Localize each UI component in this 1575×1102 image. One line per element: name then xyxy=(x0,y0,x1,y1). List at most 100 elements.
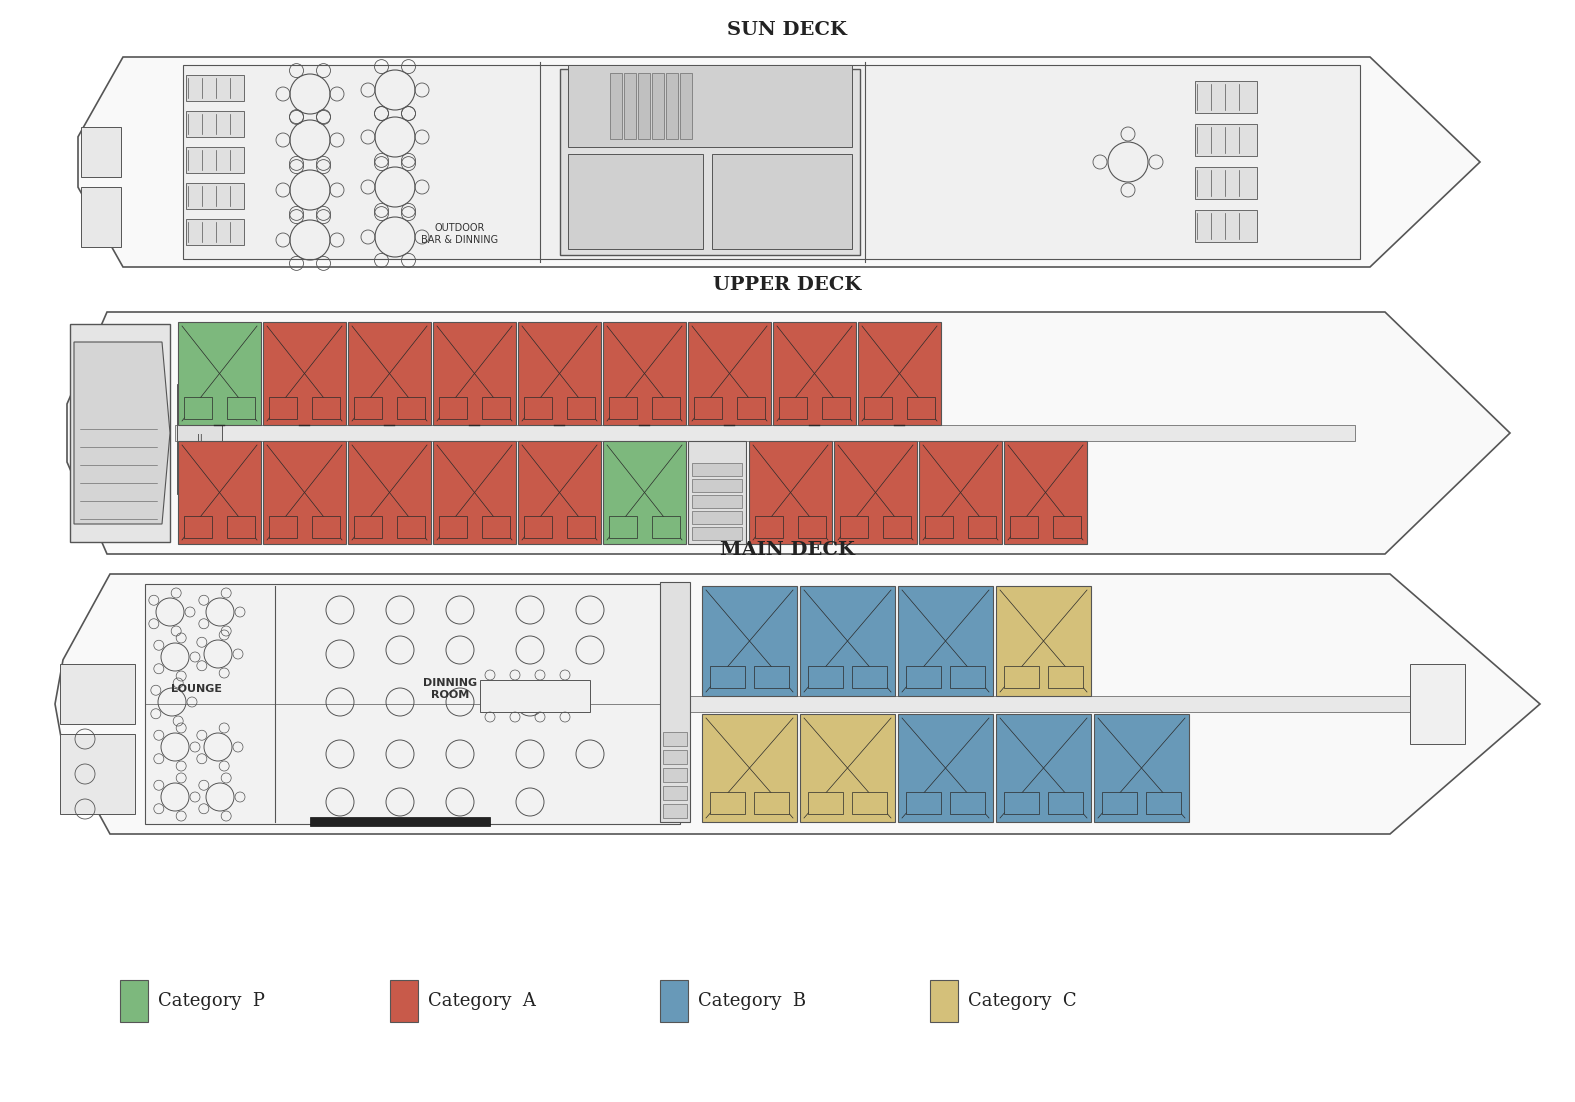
Bar xyxy=(918,441,1002,544)
Bar xyxy=(710,792,745,814)
Bar xyxy=(680,73,691,139)
Bar xyxy=(186,111,244,137)
Bar xyxy=(666,73,677,139)
Bar xyxy=(263,441,346,544)
Bar xyxy=(1195,210,1257,242)
Bar xyxy=(858,322,940,425)
Bar xyxy=(60,665,135,724)
Bar xyxy=(263,322,346,425)
Bar xyxy=(808,792,843,814)
Text: Category  A: Category A xyxy=(428,992,536,1011)
Bar xyxy=(561,69,860,255)
Bar xyxy=(310,817,490,826)
Bar xyxy=(433,441,517,544)
Bar xyxy=(663,786,687,800)
Bar xyxy=(865,397,891,419)
Bar xyxy=(176,383,222,494)
Bar xyxy=(183,65,1359,259)
Bar xyxy=(145,584,680,824)
Bar xyxy=(754,666,789,688)
Bar xyxy=(754,792,789,814)
Bar xyxy=(1195,168,1257,199)
Bar xyxy=(480,680,591,712)
Bar xyxy=(691,463,742,476)
Bar xyxy=(518,441,602,544)
Bar xyxy=(898,714,992,822)
Text: OUTDOOR
BAR & DINNING: OUTDOOR BAR & DINNING xyxy=(422,224,499,245)
Bar xyxy=(175,425,1354,441)
Text: SUN DECK: SUN DECK xyxy=(728,21,847,39)
Text: UPPER DECK: UPPER DECK xyxy=(713,276,862,294)
Bar xyxy=(712,154,852,249)
Bar xyxy=(269,516,298,538)
Bar xyxy=(569,154,702,249)
Bar xyxy=(567,516,595,538)
Bar xyxy=(995,714,1091,822)
Bar xyxy=(652,397,680,419)
Bar xyxy=(227,516,255,538)
Bar xyxy=(906,792,940,814)
Bar xyxy=(624,73,636,139)
Bar xyxy=(906,666,940,688)
Bar xyxy=(1003,441,1087,544)
Bar xyxy=(312,397,340,419)
Bar xyxy=(178,322,261,425)
Bar xyxy=(1147,792,1181,814)
Bar xyxy=(1410,665,1465,744)
Bar xyxy=(652,73,665,139)
Bar xyxy=(773,322,855,425)
Bar xyxy=(1095,714,1189,822)
Bar xyxy=(482,516,510,538)
Bar xyxy=(439,516,468,538)
Bar xyxy=(660,582,690,822)
Bar xyxy=(186,75,244,101)
Bar xyxy=(1054,516,1080,538)
Bar xyxy=(691,495,742,508)
Bar xyxy=(269,397,298,419)
Bar xyxy=(354,397,383,419)
Bar xyxy=(1047,666,1084,688)
Bar xyxy=(702,714,797,822)
Bar xyxy=(610,73,622,139)
Bar xyxy=(80,127,121,177)
Bar xyxy=(691,479,742,491)
Bar xyxy=(852,792,887,814)
Bar xyxy=(312,516,340,538)
Polygon shape xyxy=(55,574,1540,834)
Bar xyxy=(397,397,425,419)
Bar xyxy=(1003,666,1040,688)
Bar xyxy=(710,666,745,688)
Bar xyxy=(610,397,636,419)
Text: DINNING
ROOM: DINNING ROOM xyxy=(424,678,477,700)
Text: Category  B: Category B xyxy=(698,992,806,1011)
Bar xyxy=(60,734,135,814)
Bar xyxy=(835,441,917,544)
Bar xyxy=(663,732,687,746)
Bar xyxy=(754,516,783,538)
Bar xyxy=(524,516,551,538)
Bar xyxy=(660,980,688,1022)
Bar xyxy=(184,397,213,419)
Bar xyxy=(1102,792,1137,814)
Bar xyxy=(737,397,765,419)
Polygon shape xyxy=(74,342,170,523)
Bar xyxy=(808,666,843,688)
Bar xyxy=(69,324,170,542)
Text: Category  P: Category P xyxy=(158,992,265,1011)
Bar xyxy=(884,516,910,538)
Bar xyxy=(822,397,850,419)
Text: Category  C: Category C xyxy=(969,992,1077,1011)
Bar xyxy=(969,516,995,538)
Bar xyxy=(518,322,602,425)
Bar xyxy=(799,516,825,538)
Bar xyxy=(433,322,517,425)
Bar xyxy=(80,187,121,247)
Bar xyxy=(482,397,510,419)
Polygon shape xyxy=(68,312,1510,554)
Bar xyxy=(610,516,636,538)
Bar xyxy=(950,792,984,814)
Bar xyxy=(1003,792,1040,814)
Bar xyxy=(800,714,895,822)
Bar xyxy=(695,397,721,419)
Bar xyxy=(1047,792,1084,814)
